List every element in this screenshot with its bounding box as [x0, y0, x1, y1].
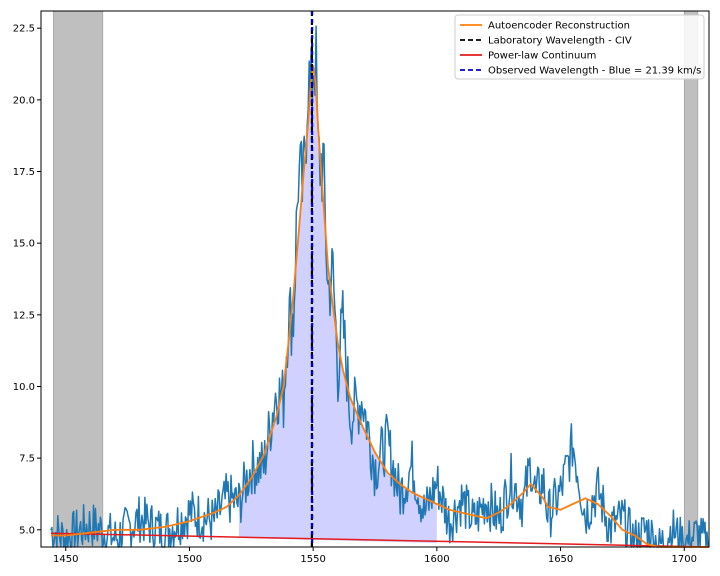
- x-tick-label: 1600: [424, 554, 449, 565]
- emission-fill-area: [238, 65, 437, 543]
- legend-label: Observed Wavelength - Blue = 21.39 km/s: [488, 66, 701, 77]
- x-tick-label: 1450: [53, 554, 78, 565]
- y-tick-label: 22.5: [13, 24, 35, 35]
- masked-region-0: [53, 10, 104, 548]
- y-tick-label: 10.0: [13, 382, 35, 393]
- masked-regions: [53, 10, 699, 548]
- plot-frame: [40, 10, 710, 548]
- y-tick-label: 20.0: [13, 95, 35, 106]
- y-tick-label: 12.5: [13, 310, 35, 321]
- power-law-continuum-line: [50, 532, 710, 548]
- series-layer: [50, 11, 710, 548]
- y-tick-label: 15.0: [13, 239, 35, 250]
- x-tick-label: 1550: [300, 554, 325, 565]
- y-axis: 5.0 7.5 10.0 12.5 15.0 17.5 20.0 22.5: [13, 24, 41, 536]
- legend-label: Autoencoder Reconstruction: [488, 21, 630, 32]
- x-axis: 1450 1500 1550 1600 1650 1700: [53, 547, 697, 565]
- legend-label: Power-law Continuum: [488, 51, 596, 62]
- x-tick-label: 1500: [177, 554, 202, 565]
- autoencoder-reconstruction-line: [50, 64, 709, 548]
- y-tick-label: 7.5: [19, 454, 35, 465]
- y-tick-label: 17.5: [13, 167, 35, 178]
- emission-fill-layer: [238, 65, 437, 543]
- legend: Autoencoder Reconstruction Laboratory Wav…: [454, 14, 705, 80]
- x-tick-label: 1650: [548, 554, 573, 565]
- x-tick-label: 1700: [672, 554, 697, 565]
- observed-flux-line: [50, 25, 709, 548]
- legend-label: Laboratory Wavelength - CIV: [488, 36, 632, 47]
- legend-box: [454, 14, 705, 80]
- masked-region-1: [683, 10, 699, 548]
- y-tick-label: 5.0: [19, 525, 35, 536]
